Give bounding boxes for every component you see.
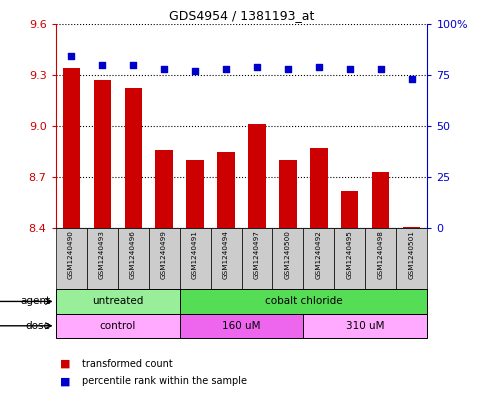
Text: GSM1240498: GSM1240498 (378, 230, 384, 279)
Bar (117, 228, 149, 289)
Bar (248, 124, 266, 228)
Bar (156, 150, 172, 228)
Title: GDS4954 / 1381193_at: GDS4954 / 1381193_at (169, 9, 314, 22)
Text: cobalt chloride: cobalt chloride (265, 296, 342, 307)
Text: transformed count: transformed count (82, 358, 173, 369)
Point (408, 76, 416, 82)
Point (67, 53, 75, 59)
Text: percentile rank within the sample: percentile rank within the sample (82, 376, 247, 386)
Text: GSM1240493: GSM1240493 (99, 230, 105, 279)
Bar (56, 228, 86, 289)
Text: control: control (99, 321, 136, 331)
Bar (56, 314, 180, 338)
Text: GSM1240491: GSM1240491 (192, 230, 198, 279)
Text: GSM1240497: GSM1240497 (254, 230, 260, 279)
Bar (303, 314, 427, 338)
Text: ■: ■ (60, 358, 71, 369)
Point (160, 66, 168, 72)
Text: GSM1240495: GSM1240495 (347, 230, 353, 279)
Bar (180, 228, 211, 289)
Bar (149, 228, 180, 289)
Text: 160 uM: 160 uM (222, 321, 261, 331)
Bar (303, 228, 334, 289)
Bar (334, 228, 366, 289)
Bar (62, 68, 80, 228)
Point (222, 66, 230, 72)
Bar (366, 228, 397, 289)
Point (315, 63, 323, 70)
Point (129, 61, 137, 68)
Bar (125, 88, 142, 228)
Text: GSM1240496: GSM1240496 (130, 230, 136, 279)
Point (253, 63, 261, 70)
Bar (272, 228, 303, 289)
Bar (242, 228, 272, 289)
Bar (211, 228, 242, 289)
Point (191, 68, 199, 74)
Text: untreated: untreated (92, 296, 143, 307)
Point (377, 66, 385, 72)
Point (346, 66, 354, 72)
Text: GSM1240492: GSM1240492 (316, 230, 322, 279)
Bar (397, 228, 427, 289)
Text: ■: ■ (60, 376, 71, 386)
Bar (180, 314, 303, 338)
Text: agent: agent (21, 296, 51, 307)
Bar (186, 160, 203, 228)
Text: GSM1240490: GSM1240490 (68, 230, 74, 279)
Bar (372, 172, 389, 228)
Bar (94, 80, 111, 228)
Text: GSM1240494: GSM1240494 (223, 230, 229, 279)
Bar (341, 191, 358, 228)
Bar (217, 152, 235, 228)
Bar (280, 160, 297, 228)
Bar (56, 289, 180, 314)
Point (98, 61, 106, 68)
Text: GSM1240501: GSM1240501 (409, 230, 415, 279)
Text: GSM1240499: GSM1240499 (161, 230, 167, 279)
Bar (86, 228, 117, 289)
Text: dose: dose (26, 321, 51, 331)
Bar (180, 289, 427, 314)
Bar (403, 227, 421, 228)
Point (284, 66, 292, 72)
Text: 310 uM: 310 uM (346, 321, 385, 331)
Bar (311, 148, 327, 228)
Text: GSM1240500: GSM1240500 (285, 230, 291, 279)
